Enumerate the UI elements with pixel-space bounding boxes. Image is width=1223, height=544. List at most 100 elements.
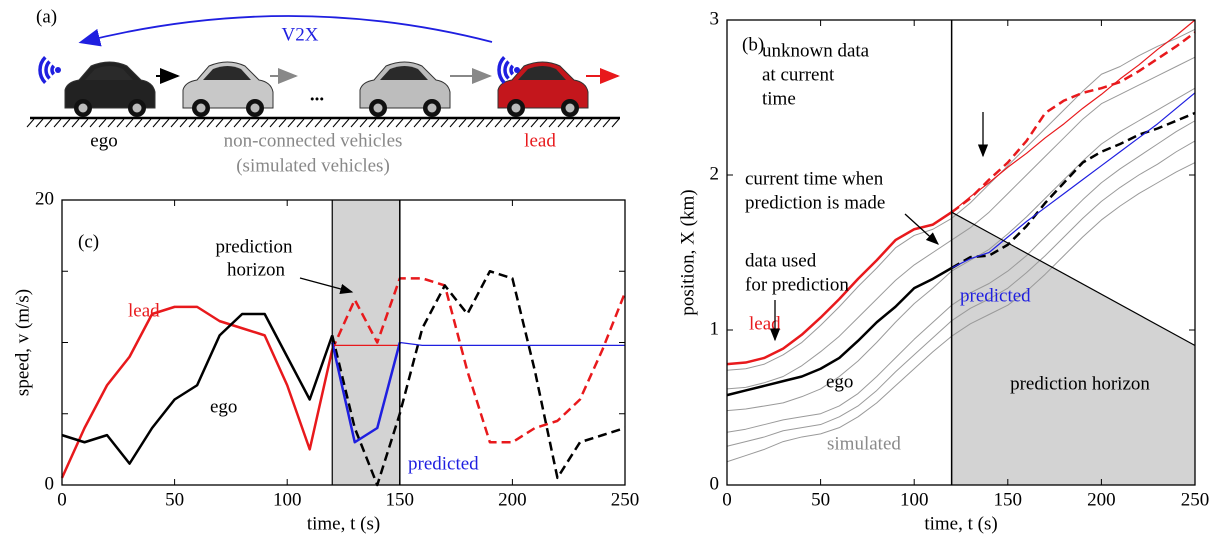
hatch — [341, 118, 350, 128]
annotation: time — [762, 88, 796, 109]
x-tick-label: 50 — [811, 489, 830, 510]
x-tick-label: 100 — [900, 489, 929, 510]
hatch — [422, 118, 431, 128]
series-label: predicted — [960, 285, 1031, 306]
hatch — [584, 118, 593, 128]
hatch — [404, 118, 413, 128]
series-line — [950, 31, 1196, 214]
car-body — [182, 61, 274, 109]
car-window — [203, 66, 251, 80]
series-line — [951, 92, 1196, 269]
series-line — [61, 312, 334, 465]
hatch — [44, 118, 53, 128]
hatch — [233, 118, 242, 128]
hatch — [386, 118, 395, 128]
hatch — [530, 118, 539, 128]
hatch — [278, 118, 287, 128]
hatch — [485, 118, 494, 128]
ego-label: ego — [90, 130, 117, 151]
annotation: (c) — [78, 231, 99, 252]
annotation: horizon — [227, 259, 286, 280]
hatch — [431, 118, 440, 128]
hatch — [224, 118, 233, 128]
y-axis-label: position, X (km) — [677, 189, 698, 315]
annotation: current time when — [745, 168, 884, 189]
annotation: prediction horizon — [1010, 373, 1150, 394]
hatch — [80, 118, 89, 128]
hatch — [539, 118, 548, 128]
hatch — [476, 118, 485, 128]
wifi-icon — [38, 56, 47, 84]
annotation: unknown data — [762, 40, 870, 61]
car-body — [497, 61, 589, 109]
hatch — [359, 118, 368, 128]
hatch — [323, 118, 332, 128]
series-label: predicted — [408, 453, 479, 474]
rim — [250, 103, 260, 113]
series-line — [726, 87, 1196, 412]
hatch — [395, 118, 404, 128]
wifi-icon — [44, 60, 51, 80]
series-label: ego — [826, 371, 853, 392]
series-label: lead — [749, 313, 781, 334]
hatch — [575, 118, 584, 128]
x-tick-label: 200 — [1087, 489, 1116, 510]
series-line — [726, 211, 953, 366]
series-line — [951, 111, 1196, 270]
wifi-icon — [497, 56, 506, 84]
x-tick-label: 0 — [722, 489, 732, 510]
hatch — [242, 118, 251, 128]
series-line — [726, 266, 953, 397]
hatch — [449, 118, 458, 128]
hatch — [125, 118, 134, 128]
annotation: data used — [745, 250, 817, 271]
hatch — [134, 118, 143, 128]
hatch — [503, 118, 512, 128]
hatch — [179, 118, 188, 128]
annotation-arrow — [904, 213, 939, 245]
series-line — [726, 28, 1196, 371]
hatch — [296, 118, 305, 128]
car-window — [85, 66, 133, 80]
hatch — [53, 118, 62, 128]
x-tick-label: 150 — [994, 489, 1023, 510]
hatch — [521, 118, 530, 128]
rim — [196, 103, 206, 113]
x-axis-label: time, t (s) — [924, 513, 997, 534]
hatch — [413, 118, 422, 128]
car — [182, 61, 274, 117]
hatch — [116, 118, 125, 128]
series-line — [331, 270, 626, 487]
annotation-arrow — [299, 277, 354, 294]
x-tick-label: 250 — [611, 489, 640, 510]
hatch — [314, 118, 323, 128]
car-window — [518, 66, 566, 80]
hatch — [287, 118, 296, 128]
hatch — [260, 118, 269, 128]
hatch — [188, 118, 197, 128]
y-tick-label: 0 — [45, 473, 55, 494]
annotation: prediction — [215, 236, 293, 257]
wifi-dot — [514, 67, 520, 73]
series-line — [399, 341, 625, 346]
series-label: lead — [128, 300, 160, 321]
hatch — [35, 118, 44, 128]
hatch — [71, 118, 80, 128]
hatch — [89, 118, 98, 128]
annotation: for prediction — [745, 274, 849, 295]
x-tick-label: 200 — [498, 489, 527, 510]
car-body — [64, 61, 156, 109]
car-window — [380, 66, 428, 80]
y-tick-label: 0 — [710, 473, 720, 494]
wifi-dot — [55, 67, 61, 73]
series-line — [726, 120, 1196, 433]
hatch — [143, 118, 152, 128]
hatch — [305, 118, 314, 128]
hatch — [548, 118, 557, 128]
car-body — [359, 61, 451, 109]
hatch — [107, 118, 116, 128]
hatch — [332, 118, 341, 128]
annotation: (b) — [742, 34, 764, 55]
rim — [565, 103, 575, 113]
